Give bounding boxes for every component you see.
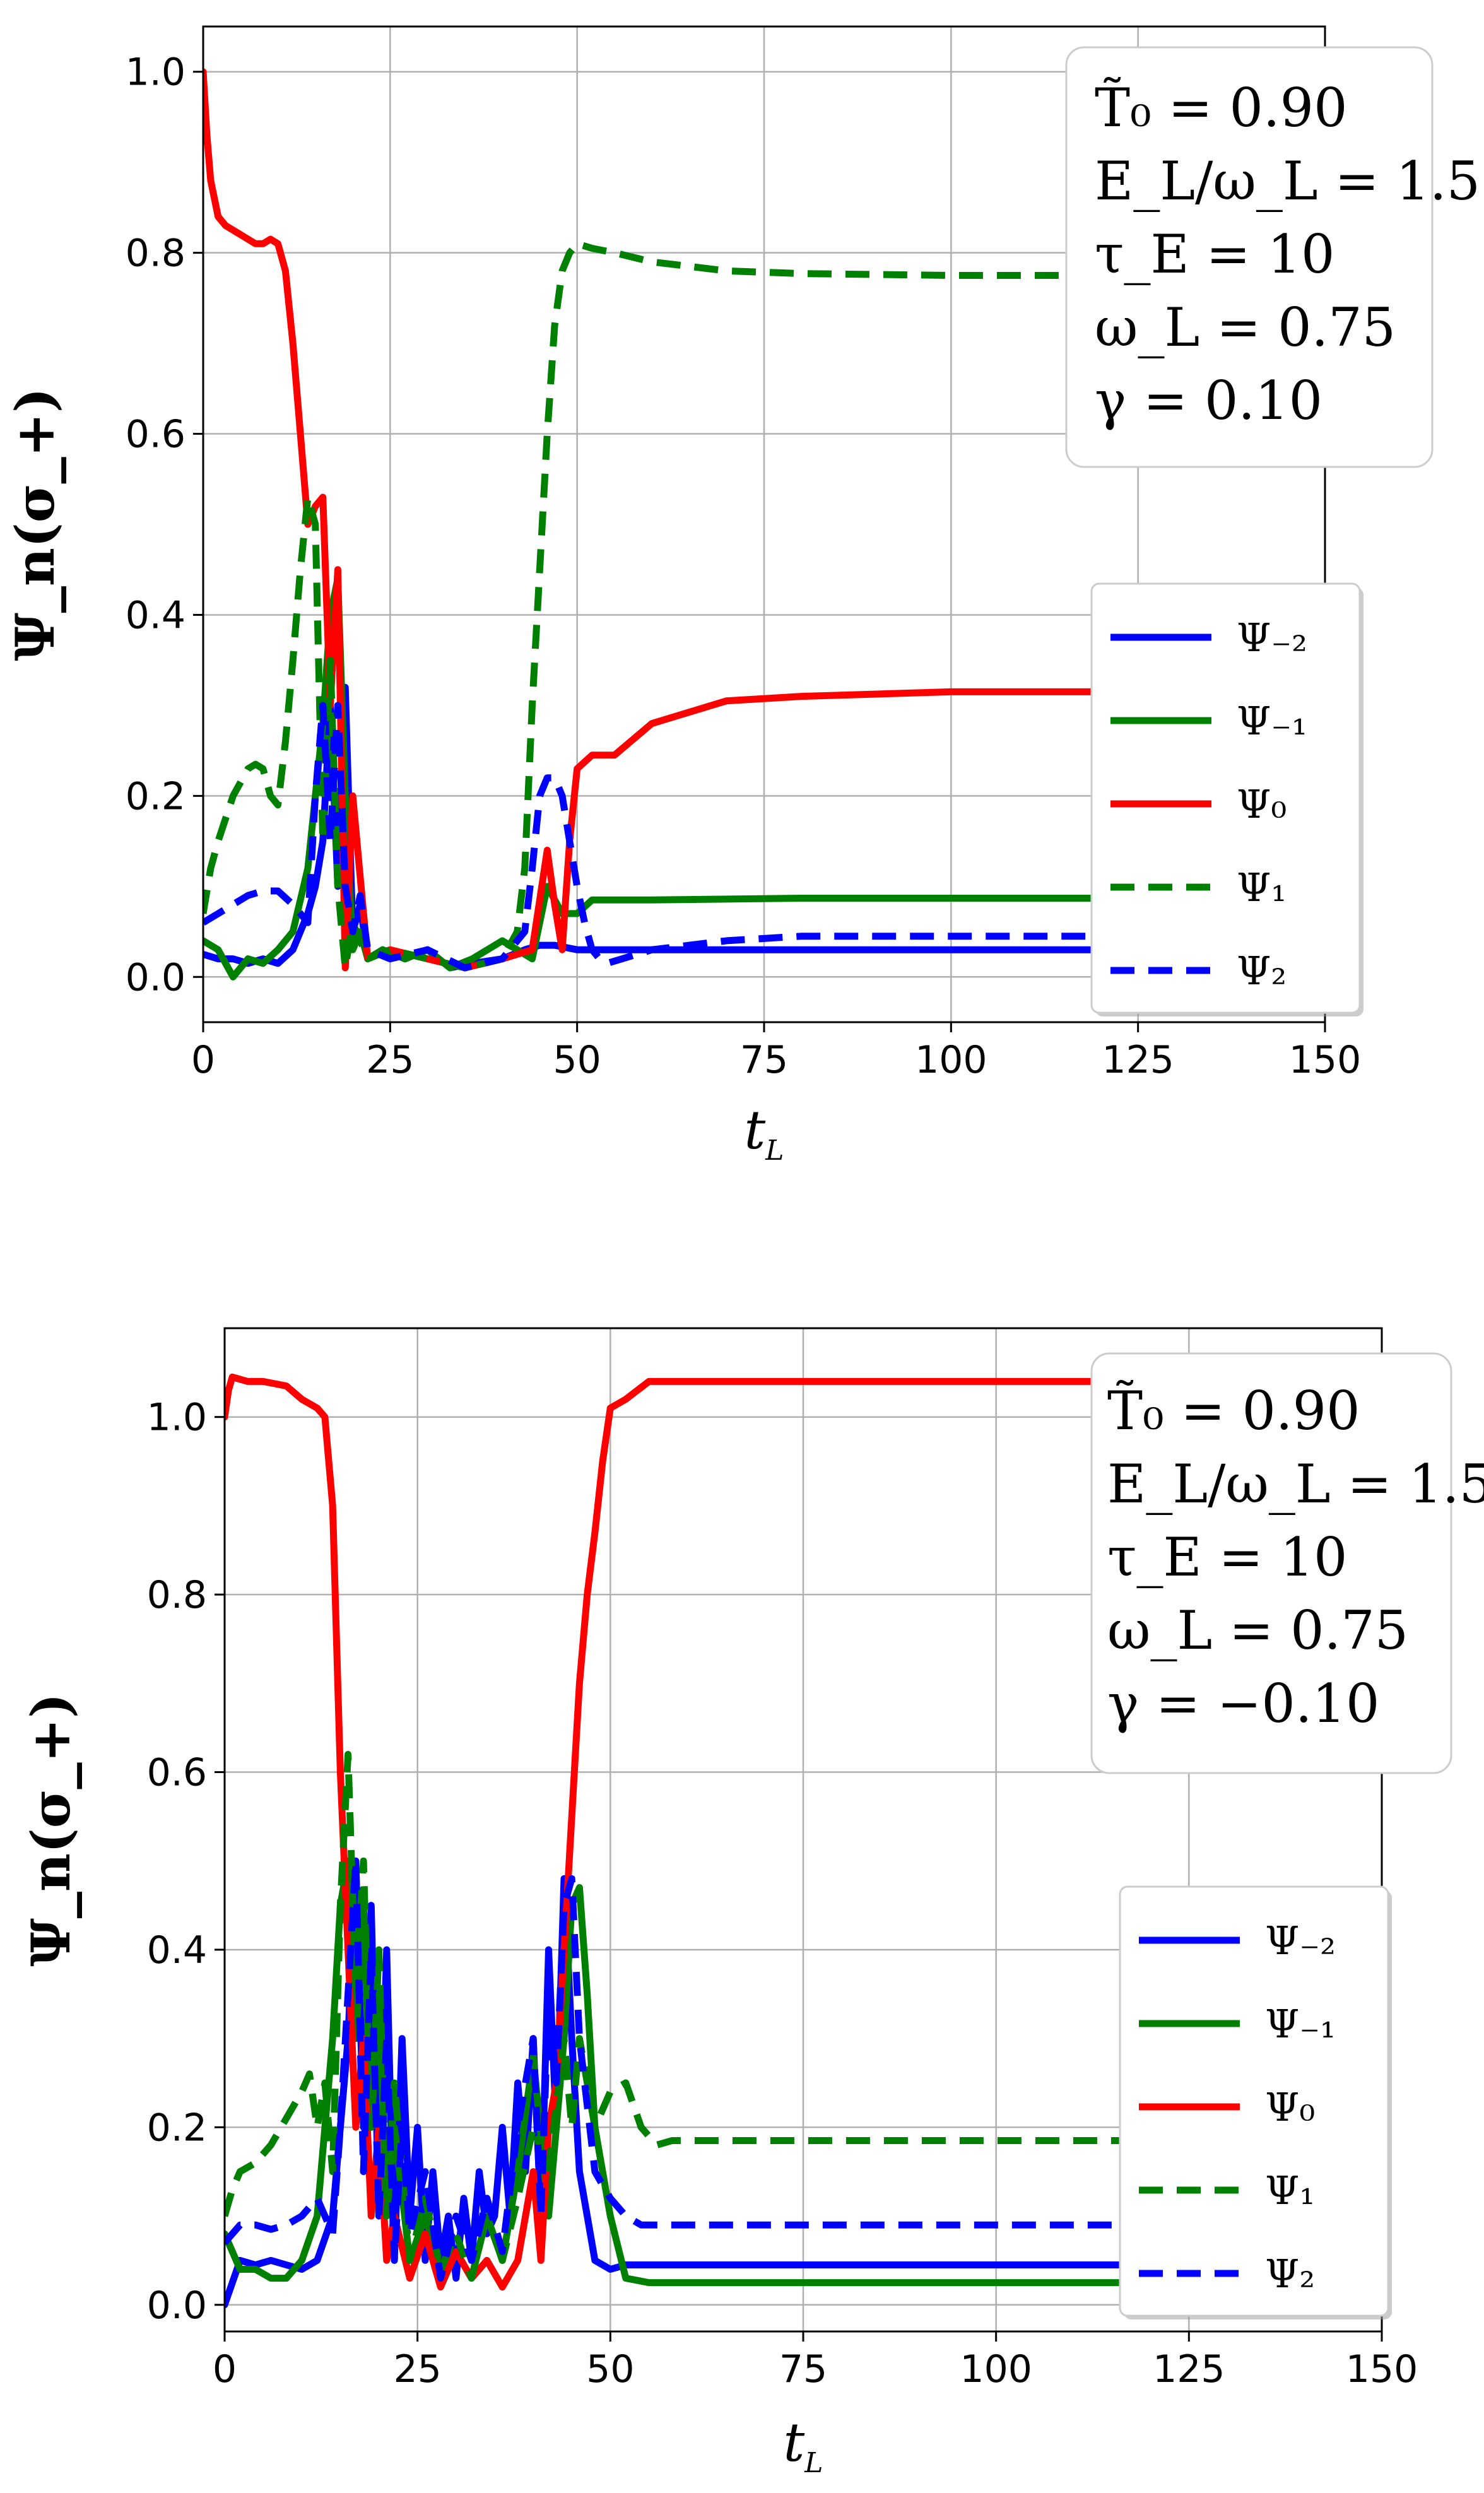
x-axis-label: tL <box>745 1099 784 1167</box>
y-tick-label: 0.4 <box>126 593 186 637</box>
series-line-2 <box>225 1373 1154 2291</box>
y-tick-label: 0.0 <box>126 955 186 999</box>
y-tick-label: 0.4 <box>147 1928 207 1972</box>
y-tick-label: 1.0 <box>147 1396 207 1440</box>
legend-label: Ψ₂ <box>1265 2251 1315 2297</box>
y-axis-label: Ψ_n(σ_+) <box>20 1693 82 1967</box>
x-tick-label: 25 <box>393 2347 441 2391</box>
series-group <box>203 68 1104 981</box>
series-line-0 <box>225 1857 1154 2309</box>
series-line-1 <box>225 1857 1154 2287</box>
params-box: T̃₀ = 0.90 E_L/ω_L = 1.5 τ_E = 10 ω_L = 0.7… <box>1090 1352 1484 1774</box>
param-text: E_L/ω_L = 1.5 <box>1107 1453 1484 1515</box>
x-tick-label: 75 <box>740 1038 788 1082</box>
legend-label: Ψ₋₁ <box>1237 698 1307 744</box>
param-text: T̃₀ = 0.90 <box>1095 77 1348 139</box>
bottom-chart: 0 25 50 75 100 125 150 0.0 0.2 0.4 0.6 0.8 1.0 tL Ψ_n(… <box>20 1327 1484 2479</box>
legend-frame <box>1090 582 1361 1014</box>
series-line-3 <box>225 1750 1151 2282</box>
legend-label: Ψ₋₂ <box>1237 615 1307 661</box>
y-tick-label: 1.0 <box>126 50 186 95</box>
ticks: 0 25 50 75 100 125 150 0.0 0.2 0.4 0.6 0.8 1.0 <box>126 50 1362 1082</box>
x-tick-label: 0 <box>191 1038 215 1082</box>
legend-label: Ψ₁ <box>1237 864 1287 911</box>
x-tick-label: 50 <box>553 1038 601 1082</box>
param-text: T̃₀ = 0.90 <box>1107 1380 1360 1442</box>
x-tick-label: 125 <box>1153 2347 1225 2391</box>
params-frame <box>1090 1352 1452 1774</box>
x-tick-label: 100 <box>960 2347 1032 2391</box>
series-line-4 <box>225 1857 1151 2282</box>
legend: Ψ₋₂ Ψ₋₁ Ψ₀ Ψ₁ Ψ₂ <box>1090 582 1363 1017</box>
legend-label: Ψ₋₂ <box>1265 1918 1336 1964</box>
param-text: ω_L = 0.75 <box>1107 1600 1408 1661</box>
x-tick-label: 125 <box>1102 1038 1174 1082</box>
ticks: 0 25 50 75 100 125 150 0.0 0.2 0.4 0.6 0.8 1.0 <box>147 1396 1418 2391</box>
y-axis-label: Ψ_n(σ_+) <box>4 387 66 661</box>
param-text: τ_E = 10 <box>1107 1526 1347 1588</box>
legend-label: Ψ₂ <box>1237 948 1287 994</box>
legend: Ψ₋₂ Ψ₋₁ Ψ₀ Ψ₁ Ψ₂ <box>1119 1885 1392 2319</box>
x-tick-label: 50 <box>586 2347 634 2391</box>
legend-frame <box>1119 1885 1389 2317</box>
y-tick-label: 0.6 <box>147 1751 207 1795</box>
y-tick-label: 0.8 <box>126 232 186 276</box>
legend-label: Ψ₋₁ <box>1265 2001 1336 2047</box>
x-tick-label: 150 <box>1346 2347 1418 2391</box>
x-tick-label: 150 <box>1289 1038 1362 1082</box>
param-text: τ_E = 10 <box>1095 223 1334 285</box>
x-tick-label: 75 <box>779 2347 827 2391</box>
param-text: ω_L = 0.75 <box>1095 297 1396 358</box>
x-tick-label: 25 <box>366 1038 414 1082</box>
legend-label: Ψ₀ <box>1265 2084 1315 2130</box>
x-tick-label: 0 <box>213 2347 237 2391</box>
param-text: γ = −0.10 <box>1107 1673 1379 1735</box>
legend-label: Ψ₁ <box>1265 2167 1315 2213</box>
legend-label: Ψ₀ <box>1237 781 1287 827</box>
params-frame <box>1065 46 1434 468</box>
y-tick-label: 0.0 <box>147 2284 207 2328</box>
series-line-2 <box>203 68 1104 972</box>
y-tick-label: 0.2 <box>147 2106 207 2150</box>
x-axis-label: tL <box>784 2412 823 2479</box>
param-text: E_L/ω_L = 1.5 <box>1095 150 1480 212</box>
y-tick-label: 0.6 <box>126 413 186 457</box>
y-tick-label: 0.2 <box>126 774 186 818</box>
top-chart: 0 25 50 75 100 125 150 0.0 0.2 0.4 0.6 0.8 1.0 tL Ψ_n(… <box>4 25 1480 1167</box>
params-box: T̃₀ = 0.90 E_L/ω_L = 1.5 τ_E = 10 ω_L = 0.7… <box>1065 46 1480 468</box>
series-group <box>225 1373 1154 2309</box>
x-tick-label: 100 <box>915 1038 987 1082</box>
param-text: γ = 0.10 <box>1095 370 1322 432</box>
y-tick-label: 0.8 <box>147 1573 207 1617</box>
